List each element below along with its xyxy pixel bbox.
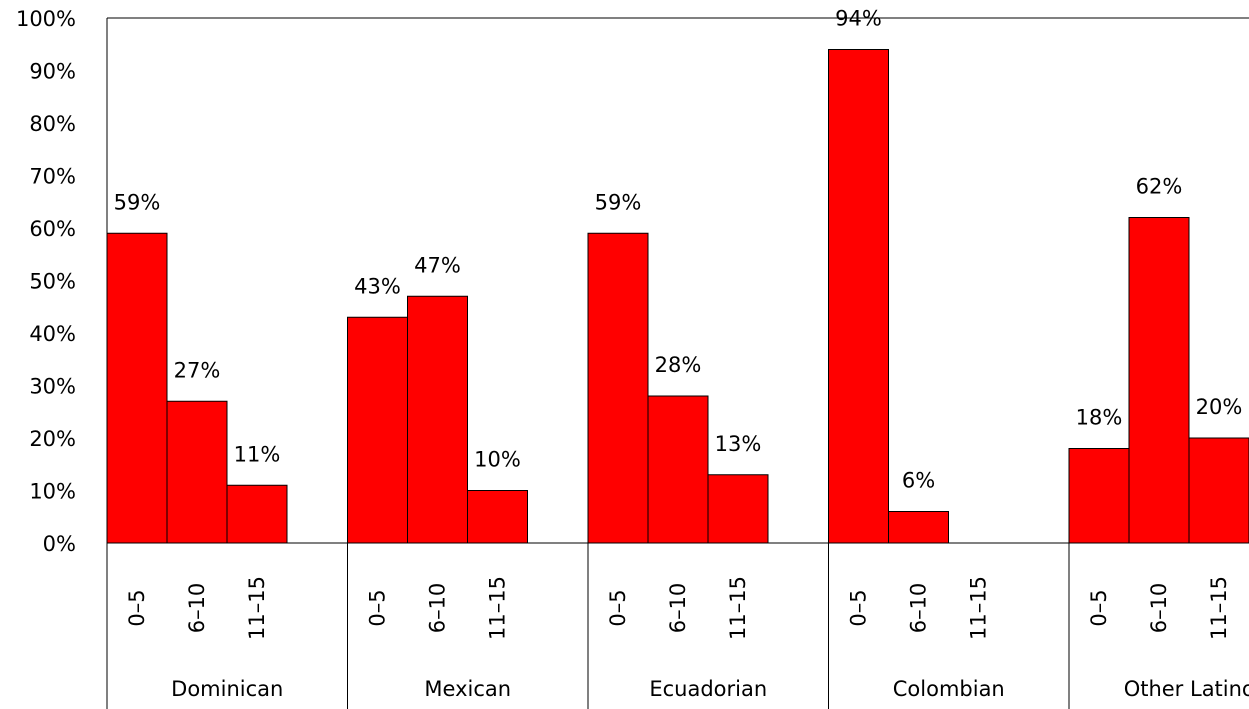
data-label: 13% <box>715 432 762 456</box>
y-tick-label: 20% <box>29 427 76 451</box>
bar <box>888 511 949 544</box>
x-group-label: Other Latino <box>1124 677 1249 701</box>
x-subcategory-label: 6–10 <box>426 583 450 634</box>
data-label: 59% <box>595 190 642 214</box>
x-group-label: Dominican <box>171 677 283 701</box>
bar <box>1068 448 1130 544</box>
x-axis: 0–5 6–10 11–15 Dominican 0–5 6–10 11–15 Mexican… <box>107 542 1249 709</box>
bars <box>106 49 1249 544</box>
x-group-label: Ecuadorian <box>649 677 767 701</box>
data-label: 18% <box>1076 406 1123 430</box>
x-subcategory-label: 0–5 <box>125 589 149 626</box>
data-label: 28% <box>655 353 702 377</box>
data-label: 11% <box>234 442 281 466</box>
data-label: 59% <box>114 190 161 214</box>
bar <box>828 49 889 544</box>
y-tick-label: 0% <box>43 532 76 556</box>
x-subcategory-label: 0–5 <box>606 589 630 626</box>
x-subcategory-label: 0–5 <box>1087 589 1111 626</box>
y-tick-label: 80% <box>29 112 76 136</box>
bar <box>467 490 528 544</box>
x-group-label: Mexican <box>424 677 511 701</box>
y-tick-label: 40% <box>29 322 76 346</box>
data-label: 20% <box>1196 395 1243 419</box>
x-subcategory-label: 11–15 <box>1207 576 1231 640</box>
y-tick-label: 10% <box>29 480 76 504</box>
data-label: 94% <box>835 7 882 31</box>
y-axis: 0% 10% 20% 30% 40% 50% 60% 70% 80% 90% 100% <box>16 7 1249 709</box>
x-subcategory-label: 6–10 <box>907 583 931 634</box>
x-subcategory-label: 0–5 <box>847 589 871 626</box>
data-label: 47% <box>414 253 461 277</box>
x-subcategory-label: 6–10 <box>1147 583 1171 634</box>
x-subcategory-label: 0–5 <box>366 589 390 626</box>
data-label: 43% <box>354 274 401 298</box>
bar <box>166 400 228 544</box>
x-subcategory-label: 6–10 <box>185 583 209 634</box>
bar <box>226 484 288 544</box>
x-group-label: Colombian <box>893 677 1005 701</box>
y-tick-label: 70% <box>29 165 76 189</box>
bar <box>1188 437 1249 544</box>
y-tick-label: 100% <box>16 7 76 31</box>
data-label: 27% <box>174 358 221 382</box>
bar <box>707 474 769 544</box>
y-tick-label: 90% <box>29 60 76 84</box>
data-label: 10% <box>474 448 521 472</box>
x-subcategory-label: 11–15 <box>486 576 510 640</box>
value-labels: 59% 27% 11% 43% 47% 10% 59% 28% 13% 94% 6% 18% 62% 20… <box>114 7 1243 493</box>
x-subcategory-label: 11–15 <box>245 576 269 640</box>
bar <box>647 395 709 544</box>
y-tick-label: 30% <box>29 375 76 399</box>
bar <box>407 295 468 544</box>
bar <box>347 316 408 544</box>
bar <box>587 232 649 544</box>
x-subcategory-label: 6–10 <box>666 583 690 634</box>
data-label: 6% <box>902 469 935 493</box>
data-label: 62% <box>1136 175 1183 199</box>
x-subcategory-label: 11–15 <box>967 576 991 640</box>
bar <box>106 232 168 544</box>
bar <box>1128 217 1190 544</box>
x-subcategory-label: 11–15 <box>726 576 750 640</box>
y-tick-label: 60% <box>29 217 76 241</box>
y-tick-label: 50% <box>29 270 76 294</box>
